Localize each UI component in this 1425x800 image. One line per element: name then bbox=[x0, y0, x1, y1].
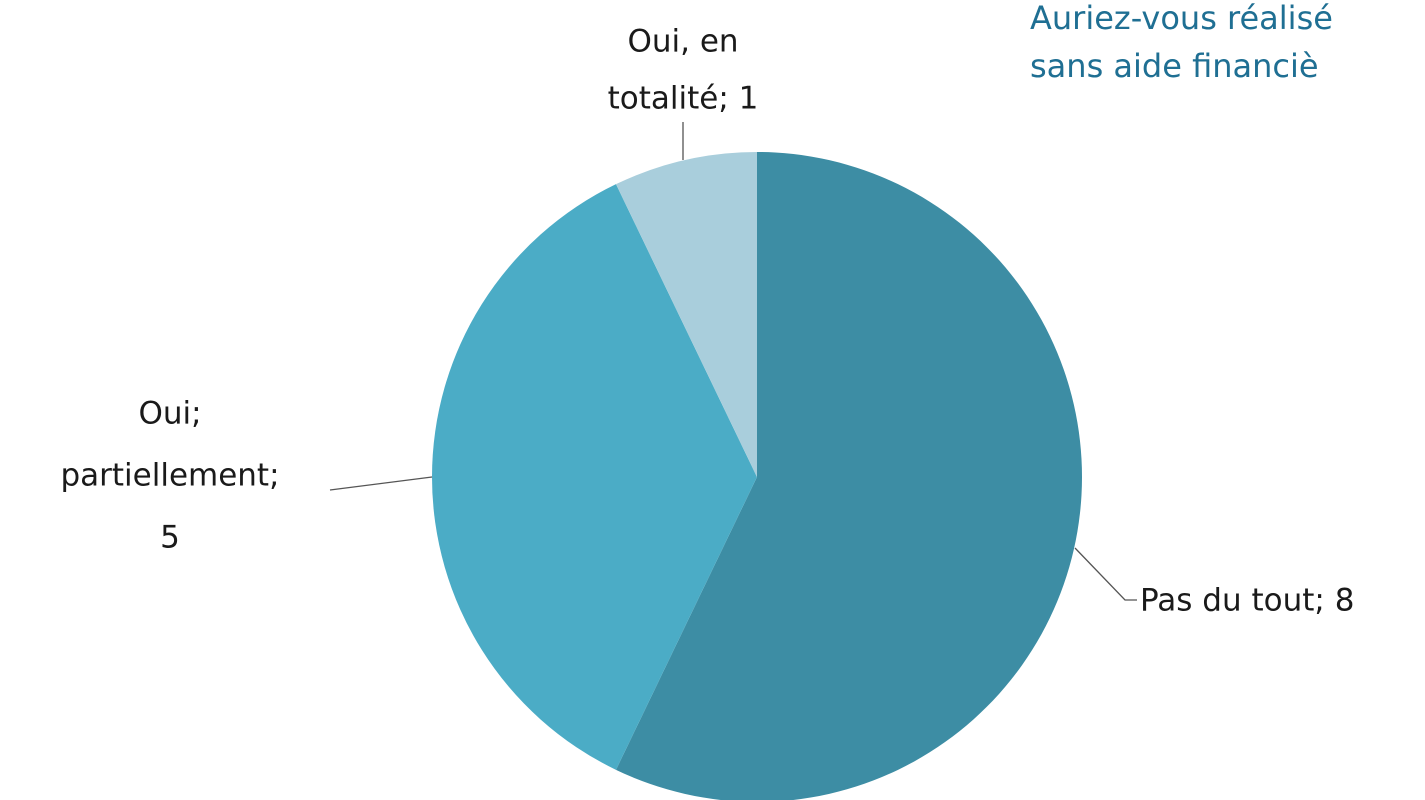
data-label: 5 bbox=[160, 520, 180, 556]
chart-title-line: sans aide financiè bbox=[1030, 47, 1319, 85]
chart-title-line: Auriez-vous réalisé bbox=[1030, 0, 1333, 37]
leader-line bbox=[329, 476, 433, 491]
leader-line bbox=[1074, 547, 1137, 601]
data-label: partiellement; bbox=[60, 458, 279, 494]
data-label: Pas du tout; 8 bbox=[1140, 583, 1354, 619]
data-label: Oui; bbox=[138, 396, 201, 432]
data-label: totalité; 1 bbox=[608, 81, 759, 117]
pie-slice bbox=[432, 184, 757, 770]
pie-slice bbox=[615, 152, 1082, 800]
pie-slice bbox=[615, 152, 757, 477]
data-label: Oui, en bbox=[627, 24, 738, 60]
